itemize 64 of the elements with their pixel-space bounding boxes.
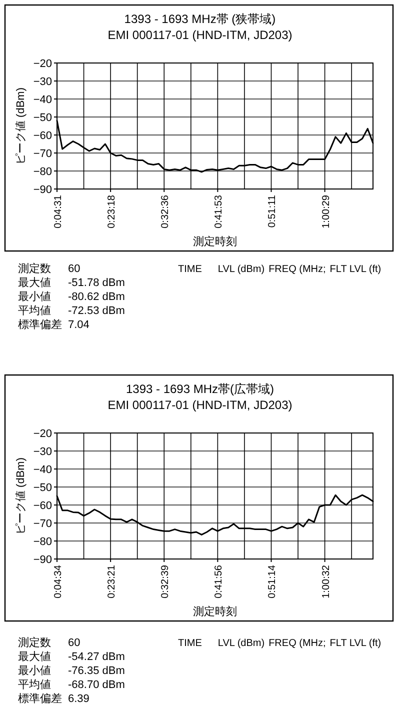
text: 最大値 (18, 276, 51, 289)
text: 標準偏差 (18, 693, 62, 705)
text: 60 (68, 637, 80, 649)
text: FLT LVL (ft) (330, 638, 382, 649)
text: FREQ (MHz; (268, 638, 326, 649)
chart-title: 1393 - 1693 MHz帯 (狭帯域) (124, 12, 276, 26)
x-axis-title: 測定時刻 (193, 605, 237, 618)
x-tick-label: 1:00:32 (320, 564, 332, 598)
text: 標準偏差 (18, 319, 62, 331)
x-tick-label: 1:00:29 (320, 194, 332, 228)
chart-subtitle: EMI 000117-01 (HND-ITM, JD203) (108, 398, 292, 412)
text: TIME (178, 264, 202, 275)
y-axis-title: ピーク値 (dBm) (15, 458, 27, 534)
y-tick-label: −60 (33, 500, 52, 512)
text: 最小値 (18, 290, 51, 303)
x-tick-label: 0:41:56 (214, 564, 225, 598)
x-tick-label: 0:04:34 (53, 564, 64, 598)
x-tick-label: 0:51:11 (267, 194, 278, 228)
text: 測定数 (18, 636, 51, 649)
text: -80.62 dBm (68, 291, 125, 303)
text: 最大値 (18, 650, 51, 663)
y-tick-label: −20 (33, 428, 52, 440)
y-tick-label: −80 (33, 536, 52, 548)
text: 測定数 (18, 262, 51, 275)
text: 最小値 (18, 664, 51, 677)
y-tick-label: −50 (33, 482, 52, 494)
text: -68.70 dBm (68, 679, 125, 691)
chart-subtitle: EMI 000117-01 (HND-ITM, JD203) (108, 28, 292, 42)
x-tick-label: 0:23:21 (106, 564, 118, 598)
y-tick-label: −70 (33, 148, 52, 160)
text: FLT LVL (ft) (330, 264, 382, 275)
y-tick-label: −20 (33, 58, 52, 70)
x-axis-title: 測定時刻 (193, 235, 237, 248)
x-tick-label: 0:41:53 (214, 194, 225, 228)
text: LVL (dBm) (218, 638, 265, 649)
text: 60 (68, 263, 80, 275)
text: TIME (178, 638, 202, 649)
x-tick-label: 0:32:39 (160, 564, 172, 598)
y-tick-label: −80 (33, 166, 52, 178)
y-tick-label: −40 (33, 94, 52, 106)
text: LVL (dBm) (218, 264, 265, 275)
text: -51.78 dBm (68, 277, 125, 289)
x-tick-label: 0:32:36 (160, 194, 172, 228)
x-tick-label: 0:04:31 (53, 194, 64, 228)
x-tick-label: 0:23:18 (106, 194, 118, 228)
text: -54.27 dBm (68, 651, 125, 663)
y-tick-label: −50 (33, 112, 52, 124)
y-tick-label: −30 (33, 446, 52, 458)
text: 平均値 (18, 305, 51, 317)
y-tick-label: −70 (33, 518, 52, 530)
y-tick-label: −30 (33, 76, 52, 88)
text: FREQ (MHz; (268, 264, 326, 275)
text: 7.04 (68, 319, 90, 331)
text: 平均値 (18, 679, 51, 691)
y-tick-label: −90 (33, 554, 52, 566)
text: -72.53 dBm (68, 305, 125, 317)
text: -76.35 dBm (68, 665, 125, 677)
chart-title: 1393 - 1693 MHz帯(広帯域) (126, 382, 274, 396)
text: 6.39 (68, 693, 90, 705)
y-tick-label: −60 (33, 130, 52, 142)
y-axis-title: ピーク値 (dBm) (15, 88, 27, 164)
x-tick-label: 0:51:14 (267, 564, 278, 598)
y-tick-label: −40 (33, 464, 52, 476)
y-tick-label: −90 (33, 184, 52, 196)
